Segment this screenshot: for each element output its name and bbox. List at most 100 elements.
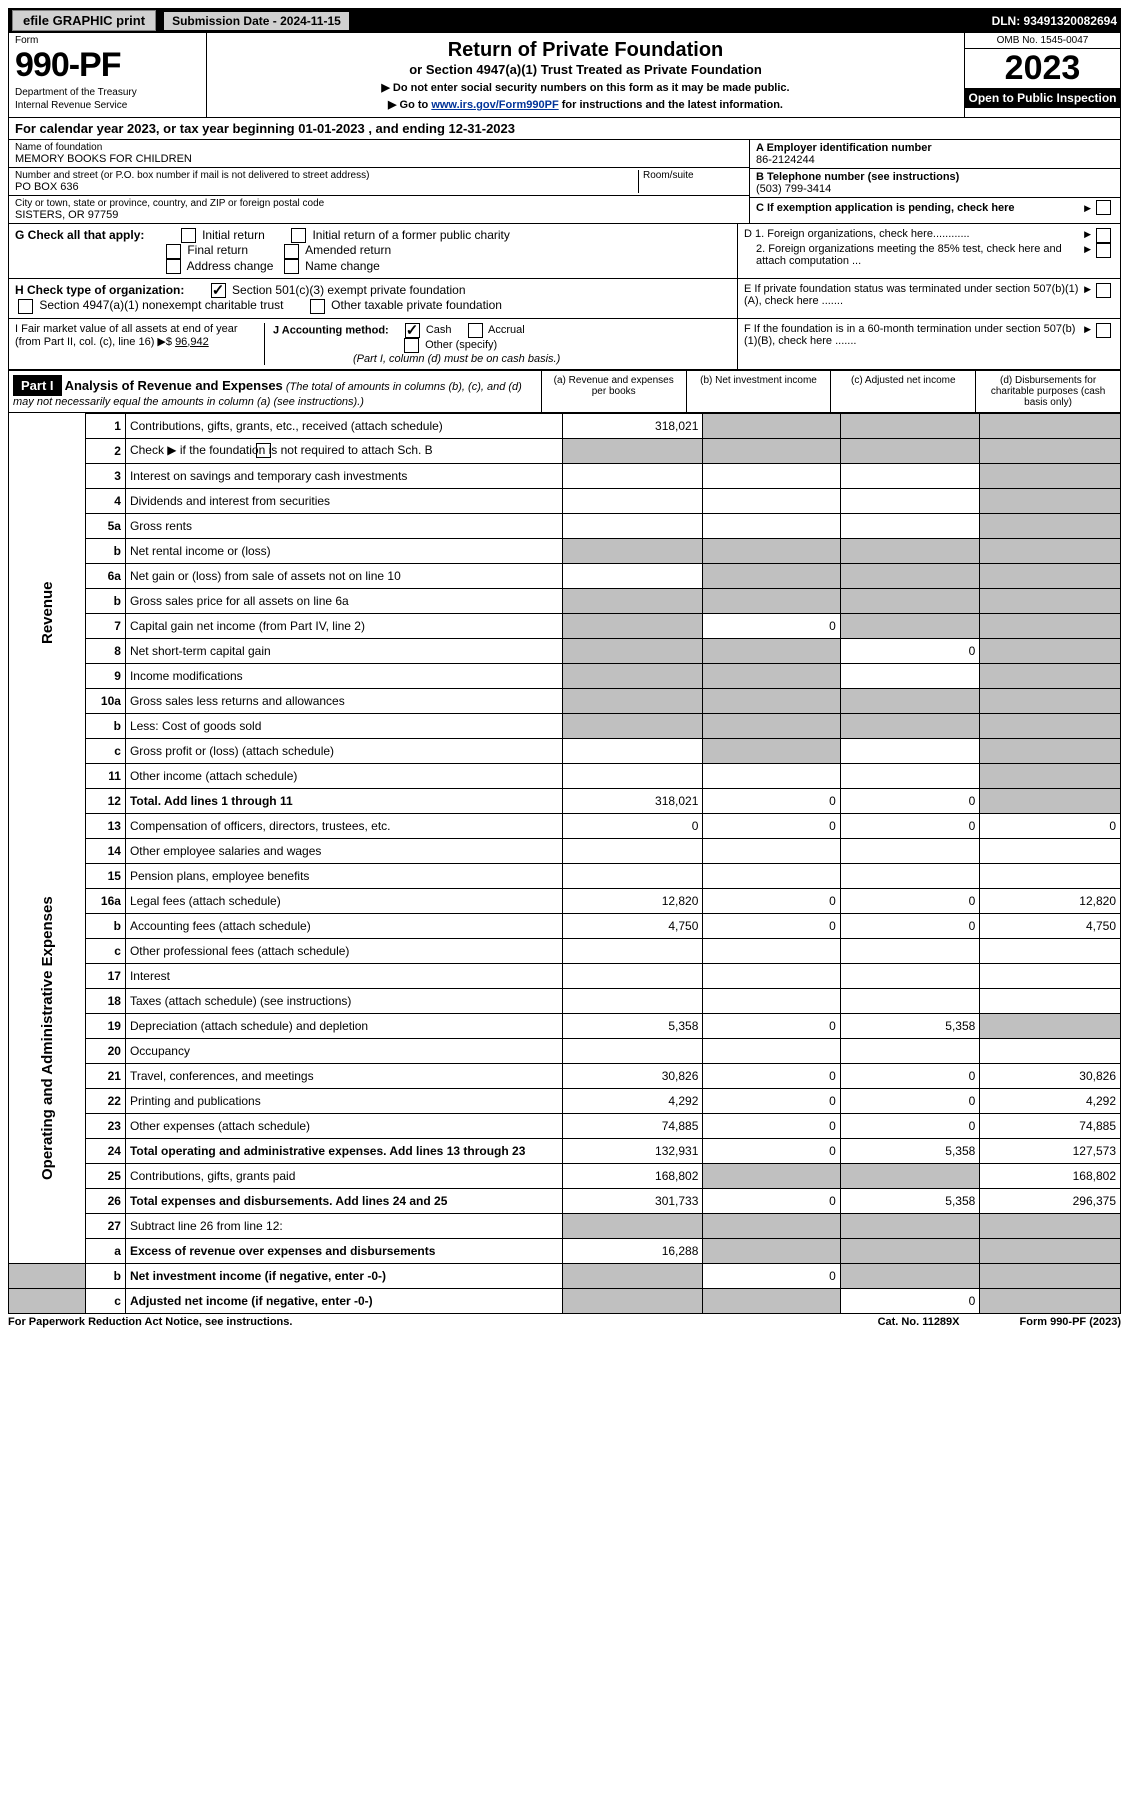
phone-value: (503) 799-3414 [756, 183, 1114, 195]
final-return-checkbox[interactable] [166, 244, 181, 259]
cell-value [562, 463, 703, 488]
col-d-header: (d) Disbursements for charitable purpose… [975, 371, 1120, 412]
city-box: City or town, state or province, country… [9, 196, 749, 223]
cell-value [562, 738, 703, 763]
table-row: 23Other expenses (attach schedule)74,885… [9, 1113, 1121, 1138]
line-desc: Printing and publications [125, 1088, 562, 1113]
cell-value [840, 738, 979, 763]
cell-value: 5,358 [840, 1013, 979, 1038]
exemption-checkbox[interactable] [1096, 200, 1111, 215]
irs-link[interactable]: www.irs.gov/Form990PF [431, 99, 558, 111]
header-right: OMB No. 1545-0047 2023 Open to Public In… [964, 33, 1120, 117]
line-desc: Net investment income (if negative, ente… [125, 1263, 562, 1288]
line-num: a [86, 1238, 126, 1263]
line-num: 3 [86, 463, 126, 488]
table-row: bNet rental income or (loss) [9, 538, 1121, 563]
g-label: G Check all that apply: [15, 228, 144, 242]
line-num: 24 [86, 1138, 126, 1163]
ssn-note: ▶ Do not enter social security numbers o… [215, 81, 956, 94]
line-desc: Net short-term capital gain [125, 638, 562, 663]
f-checkbox[interactable] [1096, 323, 1111, 338]
cell-value [562, 563, 703, 588]
line-desc: Dividends and interest from securities [125, 488, 562, 513]
dept-treasury: Department of the Treasury [15, 87, 200, 98]
cell-shaded [562, 538, 703, 563]
phone-label: B Telephone number (see instructions) [756, 171, 1114, 183]
cell-value [840, 863, 979, 888]
line-num: 17 [86, 963, 126, 988]
open-public-badge: Open to Public Inspection [965, 88, 1120, 108]
501c3-checkbox[interactable] [211, 283, 226, 298]
accrual-label: Accrual [488, 324, 525, 336]
table-row: bLess: Cost of goods sold [9, 713, 1121, 738]
cell-value: 0 [840, 813, 979, 838]
cat-number: Cat. No. 11289X [878, 1316, 960, 1328]
4947a1-checkbox[interactable] [18, 299, 33, 314]
line-num: 1 [86, 413, 126, 438]
initial-former-checkbox[interactable] [291, 228, 306, 243]
cell-shaded [703, 538, 840, 563]
cell-value: 0 [840, 1113, 979, 1138]
table-row: 22Printing and publications4,292004,292 [9, 1088, 1121, 1113]
cell-value: 0 [840, 913, 979, 938]
other-taxable-checkbox[interactable] [310, 299, 325, 314]
page-footer: For Paperwork Reduction Act Notice, see … [8, 1314, 1121, 1328]
cell-value [562, 838, 703, 863]
cell-value [703, 513, 840, 538]
cell-shaded [703, 588, 840, 613]
section-f-box: F If the foundation is in a 60-month ter… [737, 319, 1120, 369]
cell-value: 16,288 [562, 1238, 703, 1263]
cell-value [840, 513, 979, 538]
initial-return-checkbox[interactable] [181, 228, 196, 243]
form-title: Return of Private Foundation [215, 39, 956, 62]
accrual-checkbox[interactable] [468, 323, 483, 338]
line-num: 14 [86, 838, 126, 863]
amended-return-checkbox[interactable] [284, 244, 299, 259]
other-method-checkbox[interactable] [404, 338, 419, 353]
cell-shaded [980, 1213, 1121, 1238]
d1-checkbox[interactable] [1096, 228, 1111, 243]
cell-value: 0 [703, 813, 840, 838]
cell-shaded [562, 1213, 703, 1238]
line-desc: Depreciation (attach schedule) and deple… [125, 1013, 562, 1038]
cell-shaded [703, 1238, 840, 1263]
e-checkbox[interactable] [1096, 283, 1111, 298]
cell-value: 74,885 [562, 1113, 703, 1138]
cell-shaded [980, 663, 1121, 688]
cell-shaded [980, 1013, 1121, 1038]
cell-value [562, 763, 703, 788]
other-method-label: Other (specify) [425, 339, 497, 351]
cell-value: 0 [840, 1063, 979, 1088]
form-header: Form 990-PF Department of the Treasury I… [8, 33, 1121, 118]
arrow-icon [1084, 323, 1093, 365]
cell-value: 0 [840, 1088, 979, 1113]
line-num: c [86, 738, 126, 763]
cell-value [562, 938, 703, 963]
line-desc: Travel, conferences, and meetings [125, 1063, 562, 1088]
line-desc: Capital gain net income (from Part IV, l… [125, 613, 562, 638]
line-desc: Subtract line 26 from line 12: [125, 1213, 562, 1238]
section-d-box: D 1. Foreign organizations, check here..… [737, 224, 1120, 278]
cell-value: 0 [703, 1138, 840, 1163]
cell-value [840, 1038, 979, 1063]
cash-label: Cash [426, 324, 452, 336]
cell-value: 0 [840, 1288, 979, 1313]
header-left: Form 990-PF Department of the Treasury I… [9, 33, 207, 117]
schb-checkbox[interactable] [256, 443, 271, 458]
cell-value: 0 [840, 888, 979, 913]
line-num: 25 [86, 1163, 126, 1188]
cell-value [980, 838, 1121, 863]
cell-value: 168,802 [562, 1163, 703, 1188]
address-change-checkbox[interactable] [166, 259, 181, 274]
cell-shaded [562, 663, 703, 688]
name-change-checkbox[interactable] [284, 259, 299, 274]
table-row: 3Interest on savings and temporary cash … [9, 463, 1121, 488]
line-desc: Other expenses (attach schedule) [125, 1113, 562, 1138]
cell-shaded [703, 638, 840, 663]
d2-checkbox[interactable] [1096, 243, 1111, 258]
efile-print-button[interactable]: efile GRAPHIC print [12, 10, 156, 31]
table-row: 4Dividends and interest from securities [9, 488, 1121, 513]
line-desc: Net gain or (loss) from sale of assets n… [125, 563, 562, 588]
cash-checkbox[interactable] [405, 323, 420, 338]
table-row: 24Total operating and administrative exp… [9, 1138, 1121, 1163]
